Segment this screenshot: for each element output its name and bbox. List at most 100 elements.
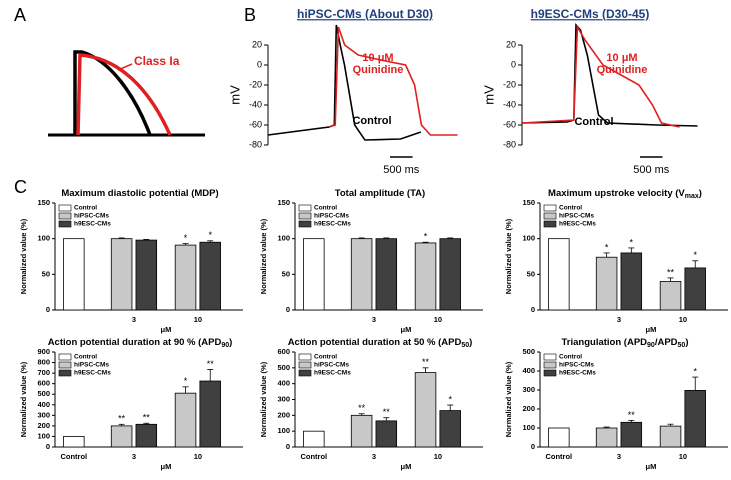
legend-label: Control [559, 354, 582, 361]
y-tick-label: 200 [522, 404, 535, 413]
chart-title: Maximum upstroke velocity (Vmax) [548, 188, 702, 201]
bar [110, 425, 133, 448]
y-tick-label: 0 [257, 59, 262, 69]
legend-swatch [298, 361, 312, 369]
bar [620, 421, 643, 448]
title-part: 90 [221, 342, 229, 349]
annotation: 10 μM [606, 52, 637, 64]
legend-swatch [298, 353, 312, 361]
significance: * [208, 230, 212, 240]
x-axis-label: μM [645, 462, 656, 471]
y-tick-label: 400 [37, 400, 50, 409]
y-tick-label: 20 [252, 39, 262, 49]
legend-swatch [543, 220, 557, 228]
bar [620, 252, 643, 311]
title-part: ) [469, 337, 472, 348]
chart-title: hiPSC-CMs (About D30) [297, 7, 433, 21]
title-part: 50 [461, 342, 469, 349]
legend-swatch [58, 204, 72, 212]
title-part: /APD [655, 337, 678, 348]
legend-label: h9ESC-CMs [74, 221, 111, 228]
x-axis-label: μM [160, 462, 171, 471]
y-tick-label: 100 [522, 423, 535, 432]
legend-swatch [543, 369, 557, 377]
x-tick-label: Control [545, 452, 572, 461]
legend-swatch [58, 220, 72, 228]
x-tick-label: 3 [617, 315, 621, 324]
title-part: max [685, 193, 699, 200]
x-tick-label: 3 [617, 452, 621, 461]
bar [439, 238, 461, 311]
legend-label: hiPSC-CMs [74, 362, 109, 369]
chart-title: Action potential duration at 90 % (APD90… [48, 337, 233, 350]
y-tick-label: -80 [503, 139, 516, 149]
y-tick-label: 300 [37, 410, 50, 419]
y-tick-label: 20 [506, 39, 516, 49]
bar [63, 436, 85, 448]
drug-trace [76, 53, 172, 136]
significance: ** [207, 359, 215, 369]
y-axis-label: Normalized value (%) [504, 218, 513, 294]
legend-swatch [58, 369, 72, 377]
bar [174, 244, 197, 311]
y-tick-label: 0 [531, 305, 535, 314]
significance: * [693, 366, 697, 376]
significance: ** [118, 414, 126, 424]
title-part: Maximum diastolic potential (MDP) [61, 188, 218, 199]
legend-label: Control [314, 354, 337, 361]
y-tick-label: -60 [249, 119, 262, 129]
legend-swatch [58, 212, 72, 220]
legend-swatch [543, 204, 557, 212]
legend-label: Control [559, 205, 582, 212]
significance: * [184, 233, 188, 243]
significance: ** [358, 403, 366, 413]
y-axis-label: mV [227, 85, 242, 105]
x-tick-label: 10 [679, 315, 687, 324]
bar [199, 241, 221, 311]
y-tick-label: 300 [522, 385, 535, 394]
x-tick-label: 10 [434, 452, 442, 461]
significance: ** [143, 413, 151, 423]
y-axis-label: Normalized value (%) [19, 218, 28, 294]
legend-label: hiPSC-CMs [74, 213, 109, 220]
y-tick-label: 150 [277, 198, 290, 207]
chart-title: Triangulation (APD90/APD50) [562, 337, 689, 350]
y-tick-label: 50 [42, 269, 50, 278]
y-tick-label: 100 [522, 234, 535, 243]
title-part: ) [229, 337, 232, 348]
bar [110, 238, 133, 311]
bar [350, 414, 373, 448]
y-tick-label: 200 [277, 410, 290, 419]
significance: * [605, 242, 609, 252]
bar [684, 389, 706, 448]
title-part: Action potential duration at 50 % (APD [288, 337, 462, 348]
bar [595, 427, 618, 448]
y-tick-label: 0 [531, 442, 535, 451]
legend-label: h9ESC-CMs [314, 370, 351, 377]
title-part: Action potential duration at 90 % (APD [48, 337, 222, 348]
y-tick-label: -40 [249, 99, 262, 109]
bar [548, 238, 570, 311]
legend-label: h9ESC-CMs [559, 221, 596, 228]
x-tick-label: 10 [194, 315, 202, 324]
legend-label: Control [314, 205, 337, 212]
legend-label: h9ESC-CMs [559, 370, 596, 377]
x-tick-label: 3 [372, 315, 376, 324]
legend-swatch [298, 220, 312, 228]
bar [414, 242, 437, 311]
legend-label: hiPSC-CMs [559, 362, 594, 369]
y-tick-label: 600 [277, 347, 290, 356]
x-tick-label: 10 [194, 452, 202, 461]
bar [595, 256, 618, 311]
panel-label: C [14, 177, 27, 197]
title-part: Maximum upstroke velocity (V [548, 188, 685, 199]
bar [135, 423, 158, 448]
bar [439, 410, 461, 448]
significance: * [184, 376, 188, 386]
chart-title: h9ESC-CMs (D30-45) [531, 7, 650, 21]
significance: ** [383, 407, 391, 417]
x-tick-label: Control [300, 452, 327, 461]
bar [174, 392, 197, 448]
